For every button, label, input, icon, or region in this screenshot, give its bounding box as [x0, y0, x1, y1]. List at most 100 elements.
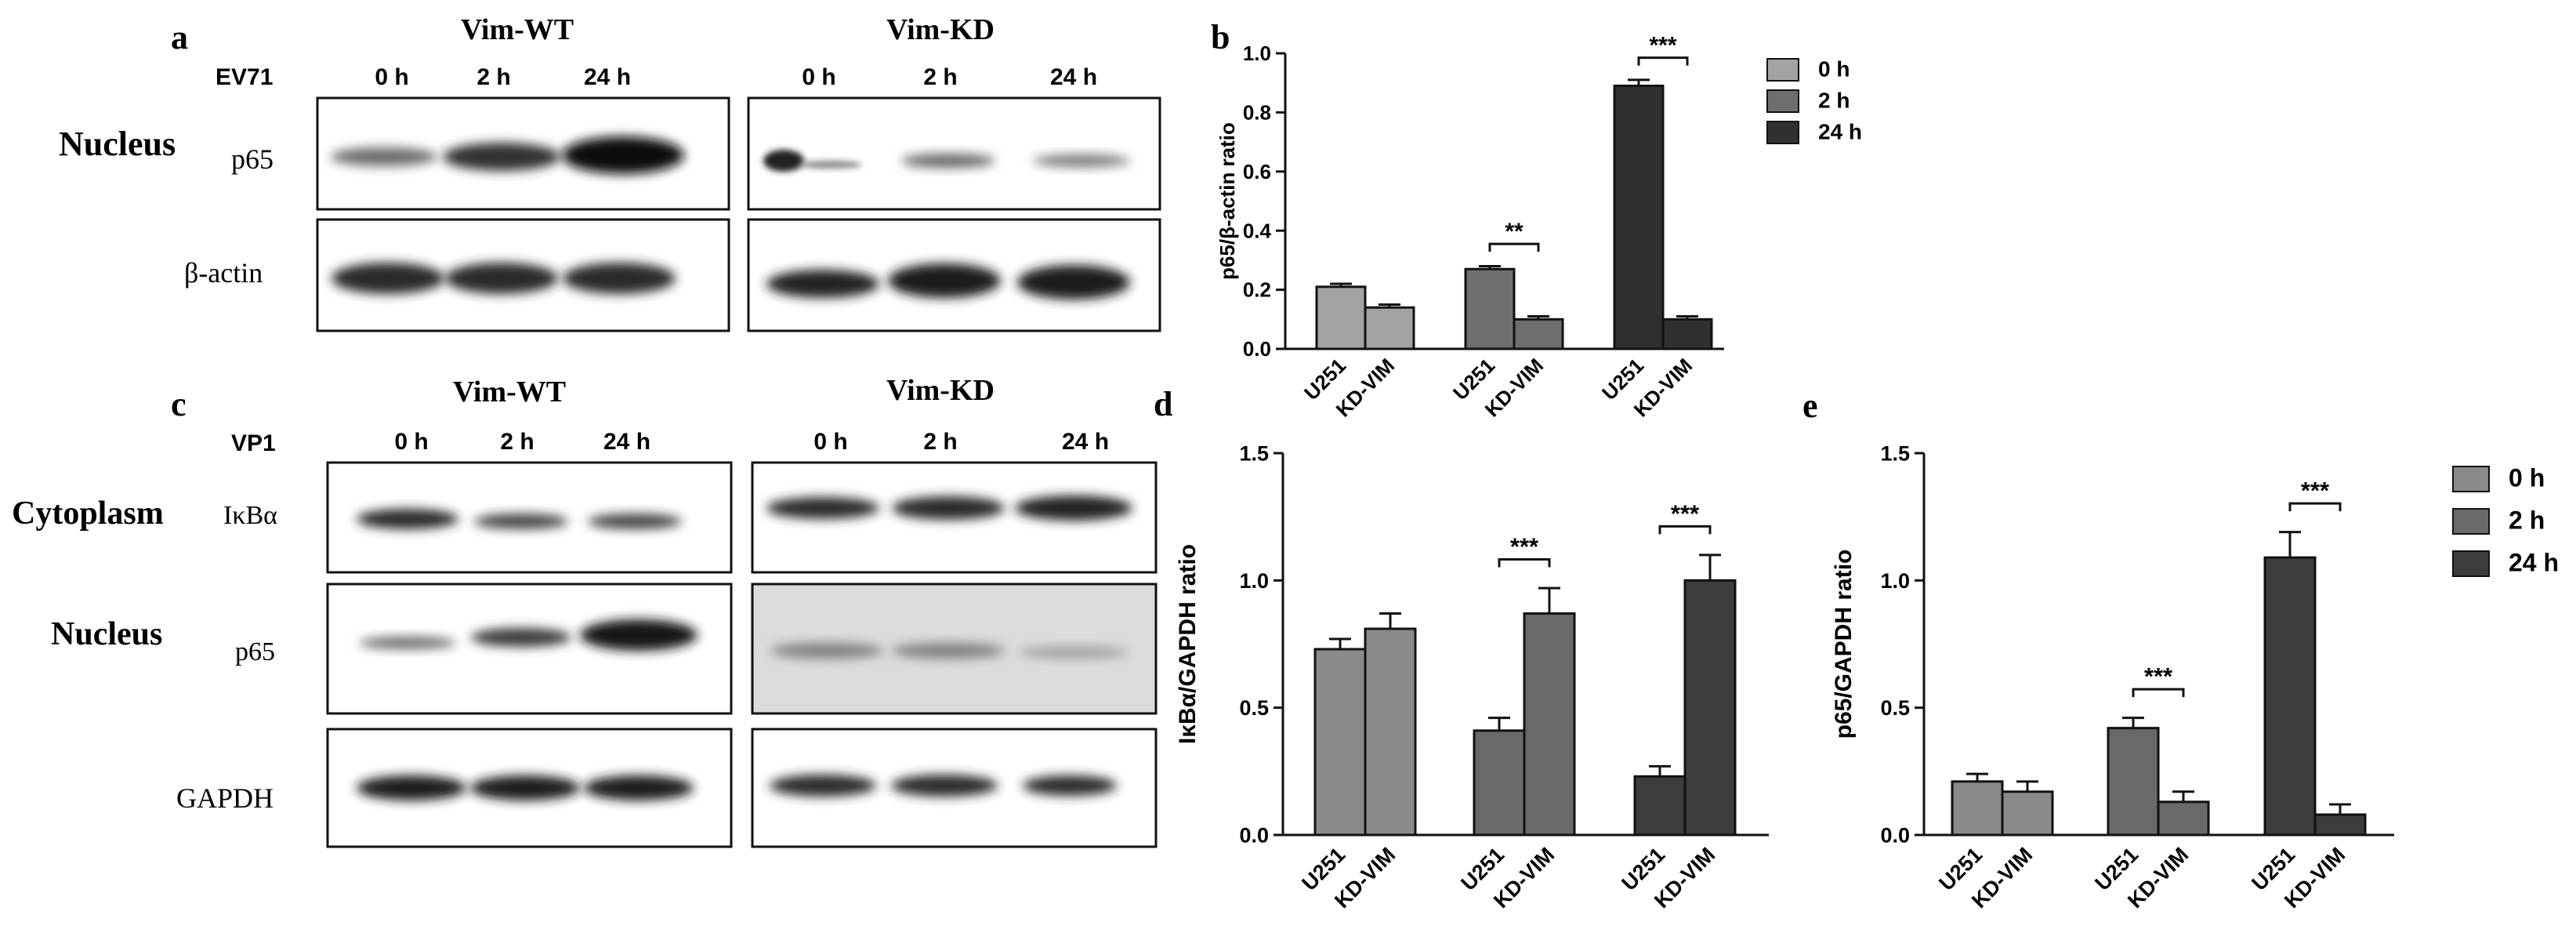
- band: [357, 775, 466, 800]
- legend-swatch: [2452, 466, 2490, 492]
- treatment-label-a: EV71: [216, 64, 273, 90]
- blot-a-kd-p65: [747, 96, 1161, 211]
- bar: [2107, 727, 2160, 837]
- time-label-c-wt-2: 2 h: [500, 429, 534, 455]
- y-tick-label: 0.8: [1243, 101, 1271, 125]
- y-tick-label: 1.0: [1880, 569, 1910, 593]
- legend-swatch: [2452, 508, 2490, 535]
- panel-letter-c: c: [171, 385, 187, 423]
- band: [892, 643, 1005, 659]
- bar: [2313, 813, 2367, 837]
- band: [563, 263, 676, 294]
- bar: [1613, 84, 1665, 350]
- group-wt-label-c: Vim-WT: [453, 376, 566, 408]
- time-label-a-wt-2: 2 h: [476, 64, 510, 90]
- band: [357, 509, 458, 529]
- y-tick-label: 0.6: [1243, 160, 1271, 183]
- bar: [2157, 800, 2210, 837]
- band: [445, 263, 558, 294]
- y-tick-label: 0.0: [1243, 337, 1271, 361]
- band: [580, 619, 697, 651]
- panel-letter-d: d: [1154, 385, 1172, 423]
- band: [471, 628, 571, 647]
- band: [1023, 775, 1117, 796]
- legend-swatch: [2452, 550, 2490, 577]
- band: [1015, 495, 1132, 521]
- bar: [1633, 775, 1687, 837]
- significance-label: ***: [2144, 662, 2173, 690]
- y-axis-label: IκBα/GAPDH ratio: [1175, 544, 1201, 744]
- legend-swatch: [1766, 121, 1799, 144]
- row-label-c-ikba: IκBα: [223, 501, 277, 530]
- legend-label: 2 h: [1818, 88, 1850, 112]
- band: [901, 154, 995, 168]
- time-label-c-wt-0: 0 h: [394, 429, 428, 455]
- band: [763, 150, 804, 172]
- treatment-label-c: VP1: [231, 430, 276, 456]
- bar: [1513, 318, 1564, 350]
- band: [891, 775, 998, 797]
- significance-label: ***: [2301, 477, 2330, 504]
- time-label-c-wt-24: 24 h: [603, 429, 650, 455]
- row-label-c-p65: p65: [235, 637, 275, 666]
- row-label-a-actin: β-actin: [184, 257, 263, 289]
- time-label-c-kd-24: 24 h: [1062, 429, 1109, 455]
- group-wt-label-a: Vim-WT: [461, 13, 574, 46]
- bar: [1683, 579, 1737, 837]
- group-kd-label-c: Vim-KD: [886, 374, 995, 407]
- compartment-label-a: Nucleus: [59, 125, 176, 163]
- time-label-a-wt-0: 0 h: [375, 64, 408, 90]
- significance-bracket: [1637, 56, 1689, 66]
- y-tick-label: 0.2: [1243, 278, 1271, 302]
- bar: [2263, 556, 2317, 837]
- row-label-a-p65: p65: [231, 143, 274, 175]
- band: [562, 136, 684, 174]
- y-tick-label: 1.0: [1239, 569, 1269, 593]
- bar: [2001, 790, 2054, 837]
- bar: [1364, 306, 1415, 350]
- y-tick-label: 1.5: [1239, 441, 1269, 465]
- band: [770, 775, 876, 797]
- y-axis-label: p65/β-actin ratio: [1216, 122, 1239, 280]
- panel-a: a EV71 Vim-WT Vim-KD 0 h 2 h 24 h 0 h 2 …: [59, 13, 1161, 332]
- band: [584, 775, 694, 800]
- y-axis-label: p65/GAPDH ratio: [1831, 550, 1857, 739]
- bar: [1661, 318, 1713, 350]
- significance-bracket: [1488, 242, 1540, 252]
- significance-bracket: [1658, 525, 1712, 535]
- legend-label: 24 h: [2509, 549, 2559, 577]
- significance-label: ***: [1671, 499, 1700, 527]
- legend-label: 2 h: [2509, 506, 2545, 535]
- significance-bracket: [1498, 558, 1551, 568]
- y-tick-label: 0.4: [1243, 219, 1272, 242]
- legend-label: 0 h: [1818, 56, 1850, 81]
- significance-bracket: [2288, 502, 2342, 512]
- panel-letter-a: a: [171, 18, 188, 56]
- legend-label: 24 h: [1818, 119, 1862, 143]
- band: [470, 775, 580, 800]
- significance-bracket: [2132, 688, 2185, 698]
- band: [888, 263, 1001, 298]
- y-tick-label: 0.0: [1239, 823, 1269, 847]
- y-tick-label: 0.5: [1239, 696, 1269, 720]
- band: [474, 514, 568, 529]
- band: [443, 143, 560, 171]
- bar: [1315, 285, 1367, 350]
- time-label-a-kd-0: 0 h: [802, 64, 835, 90]
- band: [799, 161, 862, 169]
- bar: [1523, 612, 1576, 837]
- compartment-label-c-nucleus: Nucleus: [51, 616, 162, 652]
- compartment-label-c-cyto: Cytoplasm: [12, 495, 164, 532]
- significance-label: ***: [1510, 533, 1539, 561]
- significance-label: **: [1505, 219, 1523, 245]
- y-tick-label: 1.0: [1243, 42, 1271, 65]
- time-label-c-kd-2: 2 h: [923, 429, 957, 455]
- blot-c-wt-p65: [326, 583, 733, 715]
- bar: [1473, 729, 1526, 837]
- y-tick-label: 0.5: [1880, 696, 1910, 720]
- time-label-a-wt-24: 24 h: [584, 64, 631, 90]
- bar: [1313, 648, 1367, 837]
- y-tick-label: 1.5: [1880, 441, 1910, 465]
- bar: [1364, 627, 1417, 837]
